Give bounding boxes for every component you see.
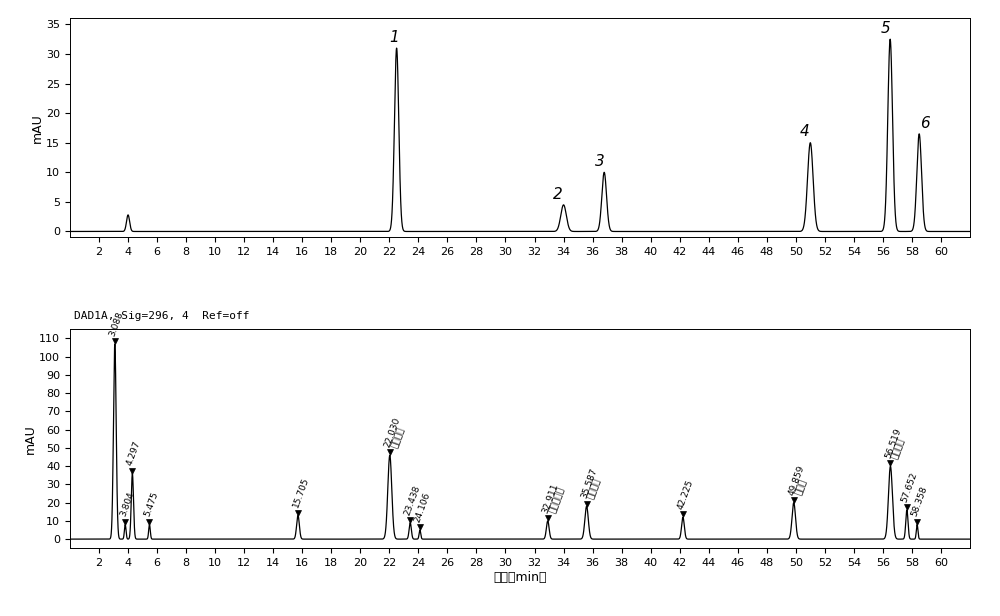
Text: 近华蟾蛋精: 近华蟾蛋精 [548,486,566,514]
Text: 6: 6 [920,116,930,131]
Text: 3.088: 3.088 [108,310,125,338]
Text: 42.225: 42.225 [676,479,695,511]
Text: 57.652: 57.652 [900,471,919,503]
Text: 蟾蛋它灵: 蟾蛋它灵 [587,477,603,500]
Text: 3: 3 [595,154,605,169]
Text: DAD1A, Sig=296, 4  Ref=off: DAD1A, Sig=296, 4 Ref=off [74,310,250,320]
Text: 49.859: 49.859 [787,464,806,496]
Text: 35.587: 35.587 [580,467,599,500]
Text: 32.911: 32.911 [541,482,560,514]
Y-axis label: mAU: mAU [30,113,43,143]
Text: 沙蟾蛋精: 沙蟾蛋精 [390,426,406,449]
Text: 15.705: 15.705 [291,476,310,509]
Text: 5.475: 5.475 [142,491,160,518]
Text: 4: 4 [800,124,809,139]
Text: 蟾蛋灵: 蟾蛋灵 [794,478,808,496]
Text: 22.030: 22.030 [383,416,402,449]
Text: 1: 1 [389,30,399,45]
Text: 23.438: 23.438 [403,484,422,516]
Text: 24.106: 24.106 [413,491,432,524]
Text: 58.358: 58.358 [910,485,929,518]
X-axis label: 时间［min］: 时间［min］ [493,571,547,584]
Text: 3.804: 3.804 [118,491,135,518]
Y-axis label: mAU: mAU [24,424,36,453]
Text: 5: 5 [881,21,891,36]
Text: 2: 2 [553,187,563,202]
Text: 4.297: 4.297 [125,440,143,467]
Text: 华蟾蛋酶: 华蟾蛋酶 [891,437,907,460]
Text: 56.519: 56.519 [883,427,903,460]
